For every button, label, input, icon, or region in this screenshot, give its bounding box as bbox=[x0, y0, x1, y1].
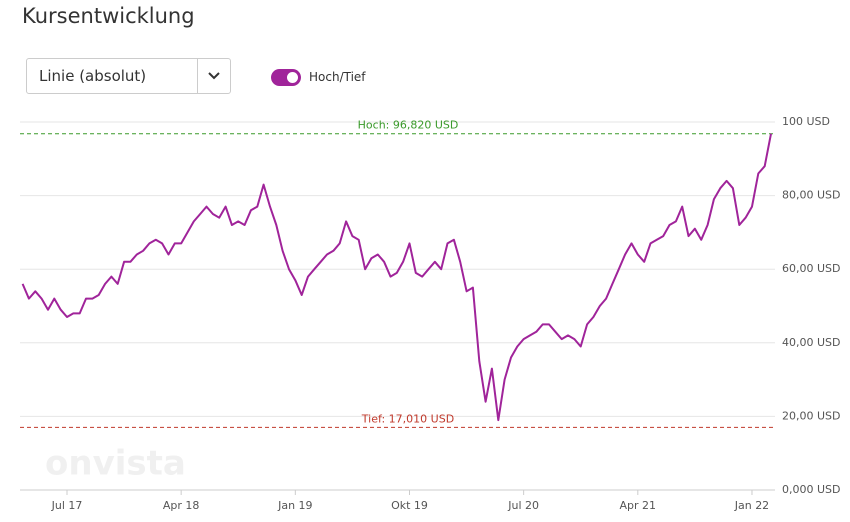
watermark: onvista bbox=[45, 444, 186, 484]
x-tick-label: Jul 20 bbox=[507, 499, 539, 512]
x-tick-label: Jan 22 bbox=[734, 499, 769, 512]
x-tick-label: Apr 21 bbox=[620, 499, 657, 512]
chevron bbox=[208, 72, 220, 80]
x-tick-label: Jul 17 bbox=[51, 499, 83, 512]
x-tick-label: Apr 18 bbox=[163, 499, 200, 512]
y-tick-label: 80,00 USD bbox=[782, 189, 841, 202]
reference-label: Tief: 17,010 USD bbox=[361, 412, 454, 425]
y-tick-label: 100 USD bbox=[782, 115, 830, 128]
y-tick-label: 60,00 USD bbox=[782, 262, 841, 275]
dropdown[interactable]: Linie (absolut) bbox=[26, 58, 231, 94]
price-line bbox=[21, 133, 772, 422]
x-tick-label: Okt 19 bbox=[391, 499, 428, 512]
toggle[interactable] bbox=[271, 69, 301, 86]
dropdown-label: Linie (absolut) bbox=[39, 67, 147, 85]
title: Kursentwicklung bbox=[22, 4, 195, 28]
y-tick-label: 40,00 USD bbox=[782, 336, 841, 349]
y-tick-label: 0,000 USD bbox=[782, 483, 841, 496]
toggle-label: Hoch/Tief bbox=[309, 70, 366, 84]
y-tick-label: 20,00 USD bbox=[782, 409, 841, 422]
x-tick-label: Jan 19 bbox=[277, 499, 312, 512]
separator bbox=[197, 59, 198, 93]
reference-label: Hoch: 96,820 USD bbox=[358, 119, 459, 132]
